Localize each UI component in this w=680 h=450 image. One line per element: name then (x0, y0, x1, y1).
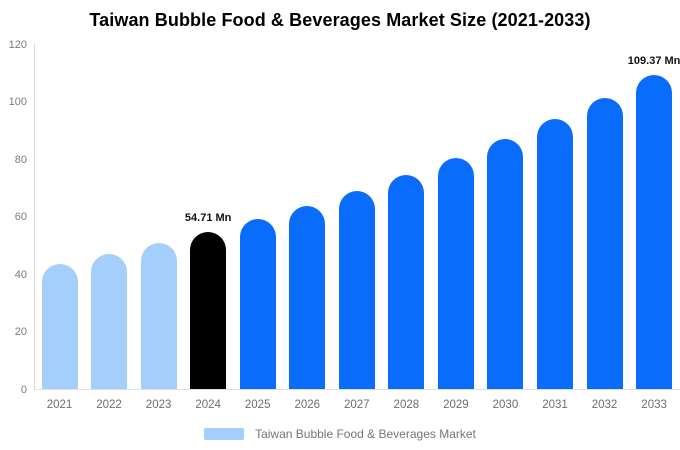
x-axis-label-2030: 2030 (492, 399, 519, 411)
x-axis-label-2025: 2025 (244, 399, 271, 411)
bar-value-label-2024: 54.71 Mn (184, 211, 232, 224)
bar-2026[interactable] (289, 205, 326, 389)
legend[interactable]: Taiwan Bubble Food & Beverages Market (0, 426, 680, 442)
y-axis-label-40: 40 (14, 268, 27, 281)
bar-2023[interactable] (140, 243, 177, 389)
bar-2022[interactable] (91, 254, 128, 389)
y-axis-label-20: 20 (14, 326, 27, 338)
x-axis-label-2032: 2032 (591, 399, 618, 411)
y-axis-label-80: 80 (14, 153, 27, 166)
x-axis-label-2021: 2021 (46, 399, 73, 411)
x-axis-label-2028: 2028 (393, 399, 420, 411)
y-axis-line (34, 44, 35, 390)
x-axis-label-2024: 2024 (195, 399, 221, 411)
bar-2025[interactable] (239, 219, 276, 389)
x-axis-label-2031: 2031 (542, 399, 568, 411)
legend-swatch (204, 428, 245, 440)
x-axis-label-2023: 2023 (145, 399, 172, 411)
legend-label: Taiwan Bubble Food & Beverages Market (255, 427, 476, 441)
x-axis-label-2027: 2027 (344, 399, 370, 411)
bar-2028[interactable] (388, 174, 425, 389)
bar-2031[interactable] (537, 119, 573, 389)
y-axis-label-120: 120 (8, 38, 27, 51)
bar-value-label-2033: 109.37 Mn (627, 54, 680, 67)
bar-2032[interactable] (586, 97, 623, 389)
bar-2029[interactable] (437, 157, 474, 389)
bar-2024[interactable] (190, 231, 227, 389)
bar-2030[interactable] (487, 139, 524, 389)
x-axis-label-2029: 2029 (443, 399, 469, 411)
y-axis-label-100: 100 (8, 96, 27, 108)
bar-2033[interactable] (636, 74, 673, 389)
bar-2021[interactable] (41, 264, 78, 389)
chart-title: Taiwan Bubble Food & Beverages Market Si… (89, 10, 591, 30)
y-axis-label-60: 60 (14, 211, 27, 223)
x-axis-label-2022: 2022 (96, 399, 122, 411)
x-axis-line (34, 389, 680, 390)
bar-2027[interactable] (338, 190, 375, 389)
y-axis-label-0: 0 (20, 383, 27, 396)
x-axis-label-2026: 2026 (294, 399, 321, 411)
x-axis-label-2033: 2033 (641, 399, 667, 411)
